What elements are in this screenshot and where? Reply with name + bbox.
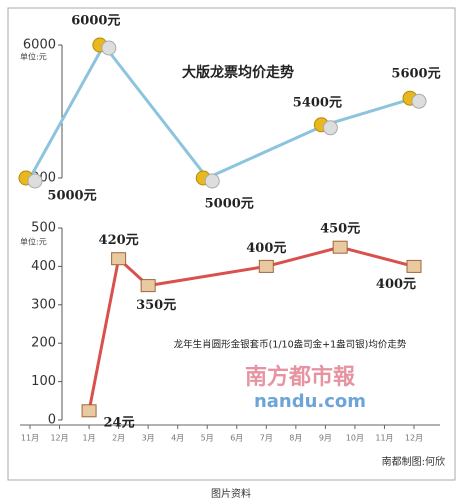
data-label: 6000元 (71, 14, 120, 29)
coin-marker-silver (411, 93, 427, 109)
y-tick-label: 0 (48, 413, 56, 428)
x-tick-label: 4月 (171, 434, 184, 443)
watermark: nandu.com (254, 391, 366, 412)
y-tick-label: 6000 (23, 38, 56, 53)
data-label: 400元 (376, 277, 416, 292)
data-label: 400元 (246, 241, 286, 256)
stamp-marker (258, 259, 274, 273)
stamp-marker (140, 279, 156, 293)
x-tick-label: 9月 (319, 434, 332, 443)
chart-title: 大版龙票均价走势 (182, 64, 294, 81)
x-tick-label: 5月 (201, 434, 214, 443)
watermark: 南方都市報 (245, 364, 356, 390)
stamp-marker (111, 252, 127, 266)
coin-marker-silver (101, 40, 117, 56)
x-tick-label: 8月 (289, 434, 302, 443)
x-tick-label: 12月 (405, 434, 423, 443)
y-tick-label: 400 (31, 259, 56, 274)
x-tick-label: 12月 (50, 434, 68, 443)
data-label: 24元 (104, 415, 135, 430)
x-tick-label: 10月 (346, 434, 364, 443)
y-tick-label: 200 (31, 336, 56, 351)
data-label: 350元 (136, 298, 176, 313)
x-tick-label: 6月 (230, 434, 243, 443)
data-label: 5000元 (205, 197, 254, 212)
stamp-marker (406, 259, 422, 273)
data-label: 450元 (320, 222, 360, 237)
chart-title: 龙年生肖圆形金银套币(1/10盎司金+1盎司银)均价走势 (174, 339, 407, 351)
x-tick-label: 11月 (375, 434, 393, 443)
data-label: 5000元 (47, 189, 96, 204)
coin-marker-silver (204, 173, 220, 189)
y-tick-label: 500 (31, 221, 56, 236)
data-label: 5400元 (293, 95, 342, 110)
y-tick-label: 300 (31, 297, 56, 312)
coin-marker-silver (27, 173, 43, 189)
frame (7, 7, 456, 481)
data-label: 5600元 (391, 67, 440, 82)
data-label: 420元 (99, 233, 139, 248)
line (87, 245, 415, 412)
unit-label: 单位:元 (20, 237, 47, 247)
coin-marker-silver (322, 120, 338, 136)
credit: 南都制图:何欣 (382, 455, 445, 468)
stamp-marker (81, 404, 97, 418)
caption: 图片资料 (211, 487, 251, 500)
stamp-marker (332, 240, 348, 254)
x-tick-label: 3月 (142, 434, 155, 443)
x-tick-label: 11月 (21, 434, 39, 443)
x-tick-label: 2月 (112, 434, 125, 443)
unit-label: 单位:元 (20, 52, 47, 62)
x-tick-label: 1月 (83, 434, 96, 443)
x-tick-label: 7月 (260, 434, 273, 443)
y-tick-label: 100 (31, 374, 56, 389)
